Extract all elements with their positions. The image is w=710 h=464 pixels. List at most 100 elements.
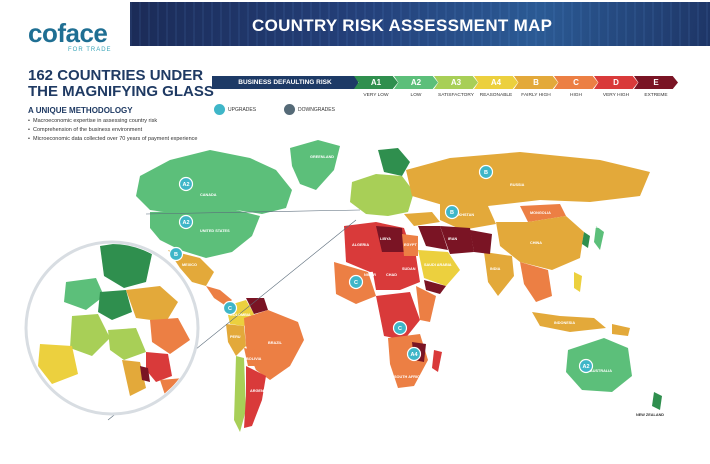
- badge-australia: A2: [578, 358, 594, 374]
- legend-swatch-c: C: [554, 76, 598, 89]
- label-canada: CANADA: [200, 193, 217, 197]
- country-papua: [612, 324, 630, 336]
- label-greenland: GREENLAND: [310, 155, 334, 159]
- label-mongolia: MONGOLIA: [530, 211, 551, 215]
- downgrades-icon: [284, 104, 295, 115]
- country-peru: [226, 324, 246, 356]
- label-sudan: SUDAN: [402, 267, 416, 271]
- badge-southern-africa: A4: [406, 346, 422, 362]
- legend-label-a3: SATISFACTORY: [438, 93, 474, 98]
- country-russia: [406, 152, 650, 206]
- country-indonesia: [532, 312, 606, 332]
- label-niger: NIGER: [364, 273, 376, 277]
- methodology-title: A UNIQUE METHODOLOGY: [28, 106, 133, 115]
- country-india: [484, 252, 514, 296]
- label-australia: AUSTRALIA: [590, 369, 612, 373]
- country-venezuela: [246, 298, 268, 314]
- legend-label-e: EXTREME: [644, 93, 668, 98]
- headline: 162 COUNTRIES UNDER THE MAGNIFYING GLASS: [28, 68, 228, 100]
- label-kazakhstan: KAZAKHSTAN: [448, 213, 474, 217]
- label-argentina: ARGENTINA: [250, 389, 273, 393]
- methodology-bullet: Comprehension of the business environmen…: [28, 127, 218, 134]
- legend-swatch-b: B: [514, 76, 558, 89]
- label-russia: RUSSIA: [510, 183, 525, 187]
- country-greenland: [290, 140, 340, 190]
- upgrades-icon: [214, 104, 225, 115]
- label-colombia: COLOMBIA: [230, 313, 251, 317]
- badge-east-africa: C: [392, 320, 408, 336]
- country-korea: [582, 232, 590, 248]
- logo-tagline: FOR TRADE: [68, 47, 112, 53]
- legend-title: BUSINESS DEFAULTING RISK: [212, 76, 358, 89]
- label-iran: IRAN: [448, 237, 458, 241]
- country-philippines: [574, 272, 582, 292]
- country-brazil: [244, 310, 304, 380]
- country-argentina: [244, 366, 266, 428]
- svg-text:C: C: [354, 280, 358, 286]
- label-united-states: UNITED STATES: [200, 229, 230, 233]
- country-sahel: [370, 256, 420, 290]
- headline-line-2: THE MAGNIFYING GLASS: [28, 83, 214, 100]
- legend-swatch-a2: A2: [394, 76, 438, 89]
- country-iraq-syria: [418, 226, 448, 250]
- legend-label-a4: REASONABLE: [479, 93, 513, 98]
- country-chile: [234, 356, 246, 432]
- page-title: COUNTRY RISK ASSESSMENT MAP: [252, 16, 553, 35]
- badge-mexico: B: [168, 246, 184, 262]
- svg-text:C: C: [228, 306, 232, 312]
- methodology-list: Macroeconomic expertise in assessing cou…: [28, 118, 218, 145]
- country-canada: [136, 150, 292, 214]
- svg-text:C: C: [398, 326, 402, 332]
- magnifier-connector: [145, 209, 361, 215]
- logo: coface FOR TRADE: [0, 0, 130, 58]
- svg-text:B: B: [450, 210, 454, 216]
- label-mexico: MEXICO: [182, 263, 197, 267]
- legend-label-b: FAIRLY HIGH: [521, 93, 551, 98]
- legend-label-c: HIGH: [570, 93, 582, 98]
- country-new-zealand: [652, 392, 662, 410]
- label-south-africa: SOUTH AFRICA: [394, 375, 423, 379]
- legend-label-a1: VERY LOW: [363, 93, 389, 98]
- country-australia: [566, 338, 632, 392]
- country-afghanistan-pakistan: [470, 230, 492, 254]
- country-mongolia: [520, 204, 566, 222]
- badge-turkey: B: [444, 204, 460, 220]
- country-iran: [440, 226, 474, 254]
- country-east-africa: [416, 286, 436, 322]
- svg-text:A2: A2: [183, 182, 190, 188]
- label-china: CHINA: [530, 241, 542, 245]
- country-central-africa: [376, 292, 420, 340]
- header: coface FOR TRADE COUNTRY RISK ASSESSMENT…: [0, 0, 710, 58]
- country-bolivia: [244, 348, 258, 366]
- europe-magnifier: [24, 240, 200, 416]
- label-bolivia: BOLIVIA: [246, 357, 262, 361]
- headline-line-1: 162 COUNTRIES UNDER: [28, 67, 204, 84]
- svg-text:A2: A2: [583, 364, 590, 370]
- country-scandinavia: [378, 148, 410, 176]
- country-yemen: [424, 280, 446, 294]
- country-central-america: [206, 286, 232, 306]
- legend-swatch-a4: A4: [474, 76, 518, 89]
- country-turkey: [404, 212, 440, 226]
- country-libya: [376, 226, 404, 252]
- country-usa: [150, 210, 260, 258]
- methodology-bullet: Macroeconomic expertise in assessing cou…: [28, 118, 218, 125]
- label-japan: JAPAN: [588, 225, 601, 229]
- label-libya: LIBYA: [380, 237, 391, 241]
- label-brazil: BRAZIL: [268, 341, 283, 345]
- svg-text:A4: A4: [411, 352, 419, 358]
- label-egypt: EGYPT: [404, 243, 418, 247]
- country-china: [496, 216, 584, 270]
- svg-text:A2: A2: [183, 220, 190, 226]
- country-southeast-asia: [520, 262, 552, 302]
- country-saudi-arabia: [418, 250, 460, 286]
- label-saudi-arabia: SAUDI ARABIA: [424, 263, 452, 267]
- legend-swatch-d: D: [594, 76, 638, 89]
- region-europe: [350, 174, 414, 216]
- label-chad: CHAD: [386, 273, 397, 277]
- label-new-zealand: NEW ZEALAND: [636, 413, 664, 417]
- legend-swatch-e: E: [634, 76, 678, 89]
- downgrades-label: DOWNGRADES: [298, 107, 335, 113]
- banner-texture: [130, 2, 710, 46]
